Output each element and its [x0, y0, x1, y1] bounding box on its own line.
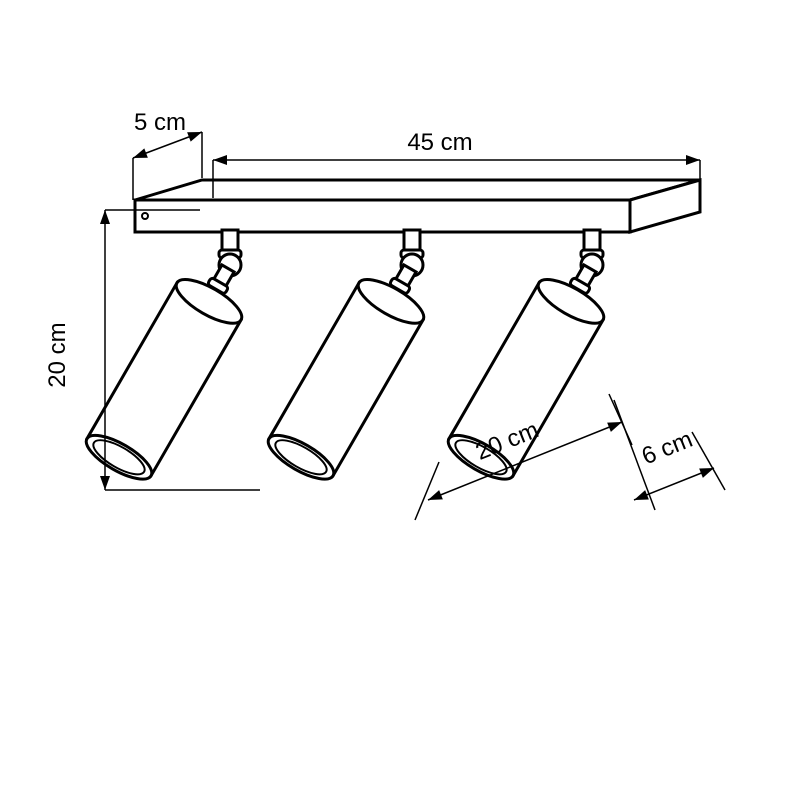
dim-bar-length-label: 45 cm [407, 129, 472, 156]
spotlight-3 [442, 230, 622, 487]
dim-tube-diameter: 6 cm [614, 400, 725, 510]
technical-drawing: 5 cm45 cm20 cm20 cm6 cm [0, 0, 800, 800]
dim-tube-diameter-label: 6 cm [638, 426, 696, 471]
dim-overall-height-label: 20 cm [44, 322, 71, 387]
dim-bar-depth-label: 5 cm [134, 109, 186, 136]
spotlight-2 [262, 230, 442, 487]
spotlight-1 [80, 230, 260, 487]
